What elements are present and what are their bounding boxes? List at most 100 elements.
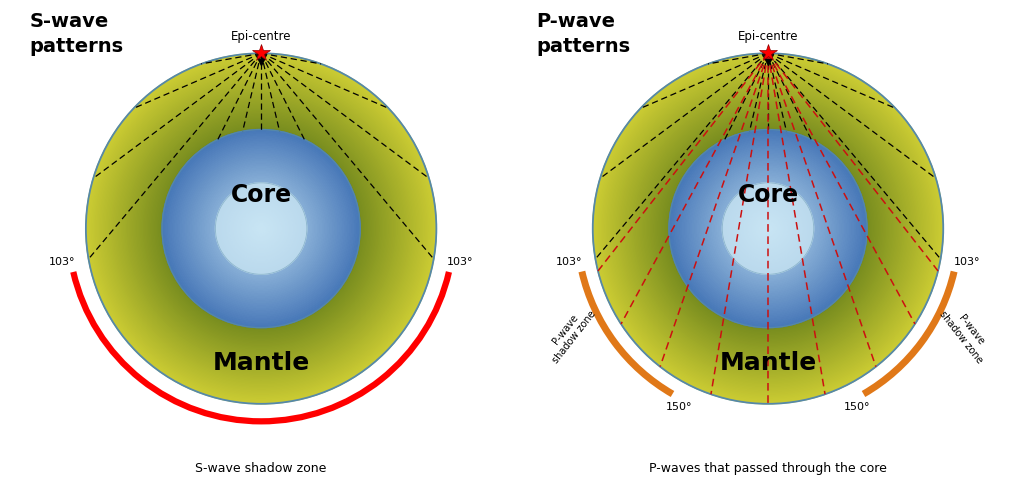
Circle shape [687,148,849,309]
Circle shape [731,192,805,265]
Text: S-wave
patterns: S-wave patterns [30,12,124,56]
Circle shape [92,60,430,397]
Circle shape [692,153,844,304]
Circle shape [151,118,372,339]
Circle shape [637,97,899,360]
Circle shape [184,151,338,306]
Text: 103°: 103° [555,257,582,267]
Circle shape [215,183,307,274]
Text: 150°: 150° [666,402,692,412]
Text: Mantle: Mantle [213,351,309,375]
Circle shape [691,151,845,306]
Circle shape [697,158,839,299]
Circle shape [654,115,882,342]
Circle shape [658,119,878,338]
Circle shape [766,227,770,230]
Text: P-wave
shadow zone: P-wave shadow zone [542,301,598,365]
Text: P-wave
shadow zone: P-wave shadow zone [938,301,994,365]
Circle shape [602,62,934,395]
Circle shape [630,91,906,366]
Text: Core: Core [230,183,292,207]
Circle shape [201,168,322,289]
Circle shape [106,74,416,383]
Circle shape [97,65,425,392]
Circle shape [648,109,888,348]
Circle shape [667,127,869,330]
Circle shape [726,187,810,271]
Circle shape [748,208,788,249]
Circle shape [162,130,360,328]
Circle shape [112,79,411,378]
Circle shape [256,223,266,234]
Circle shape [194,161,329,296]
Circle shape [188,156,334,301]
Circle shape [136,104,386,354]
Circle shape [633,93,903,364]
Circle shape [135,102,387,355]
Circle shape [595,56,941,401]
Circle shape [234,202,288,255]
Circle shape [627,87,909,370]
Circle shape [623,83,913,374]
Circle shape [710,170,826,288]
Circle shape [90,57,432,400]
Circle shape [608,69,928,388]
Circle shape [128,96,394,361]
Circle shape [145,113,377,345]
Circle shape [605,66,931,391]
Circle shape [713,173,823,284]
Circle shape [741,202,795,255]
Circle shape [723,183,813,274]
Circle shape [157,124,366,333]
Text: P-waves that passed through the core: P-waves that passed through the core [649,462,887,475]
Circle shape [244,212,279,245]
Circle shape [224,192,298,265]
Circle shape [597,57,939,400]
Circle shape [150,117,373,341]
Circle shape [88,56,434,401]
Circle shape [694,155,842,302]
Circle shape [677,138,859,319]
Circle shape [673,133,863,324]
Circle shape [209,177,313,281]
Circle shape [152,119,371,338]
Circle shape [679,140,857,318]
Circle shape [612,72,924,384]
Circle shape [700,161,836,296]
Circle shape [230,198,292,259]
Circle shape [241,208,282,249]
Circle shape [240,206,283,251]
Circle shape [166,133,356,324]
Circle shape [610,72,926,386]
Circle shape [642,102,894,355]
Circle shape [599,60,937,397]
Circle shape [664,124,872,333]
Text: 103°: 103° [954,257,981,267]
Circle shape [207,175,315,282]
Circle shape [206,173,316,284]
Circle shape [243,210,280,247]
Circle shape [765,225,771,232]
Circle shape [221,188,301,269]
Circle shape [238,205,285,252]
Circle shape [115,82,408,375]
Circle shape [146,114,376,343]
Circle shape [164,131,358,326]
Circle shape [160,127,362,330]
Circle shape [170,138,352,319]
Circle shape [87,55,435,403]
Circle shape [198,165,325,292]
Circle shape [174,141,348,316]
Circle shape [728,188,808,269]
Text: Core: Core [737,183,799,207]
Circle shape [753,213,783,244]
Circle shape [651,111,885,346]
Circle shape [711,171,825,286]
Circle shape [674,134,862,323]
Circle shape [750,210,786,247]
Circle shape [760,220,776,237]
Circle shape [755,215,781,242]
Circle shape [737,198,799,259]
Text: P-wave
patterns: P-wave patterns [537,12,631,56]
Circle shape [100,68,422,390]
